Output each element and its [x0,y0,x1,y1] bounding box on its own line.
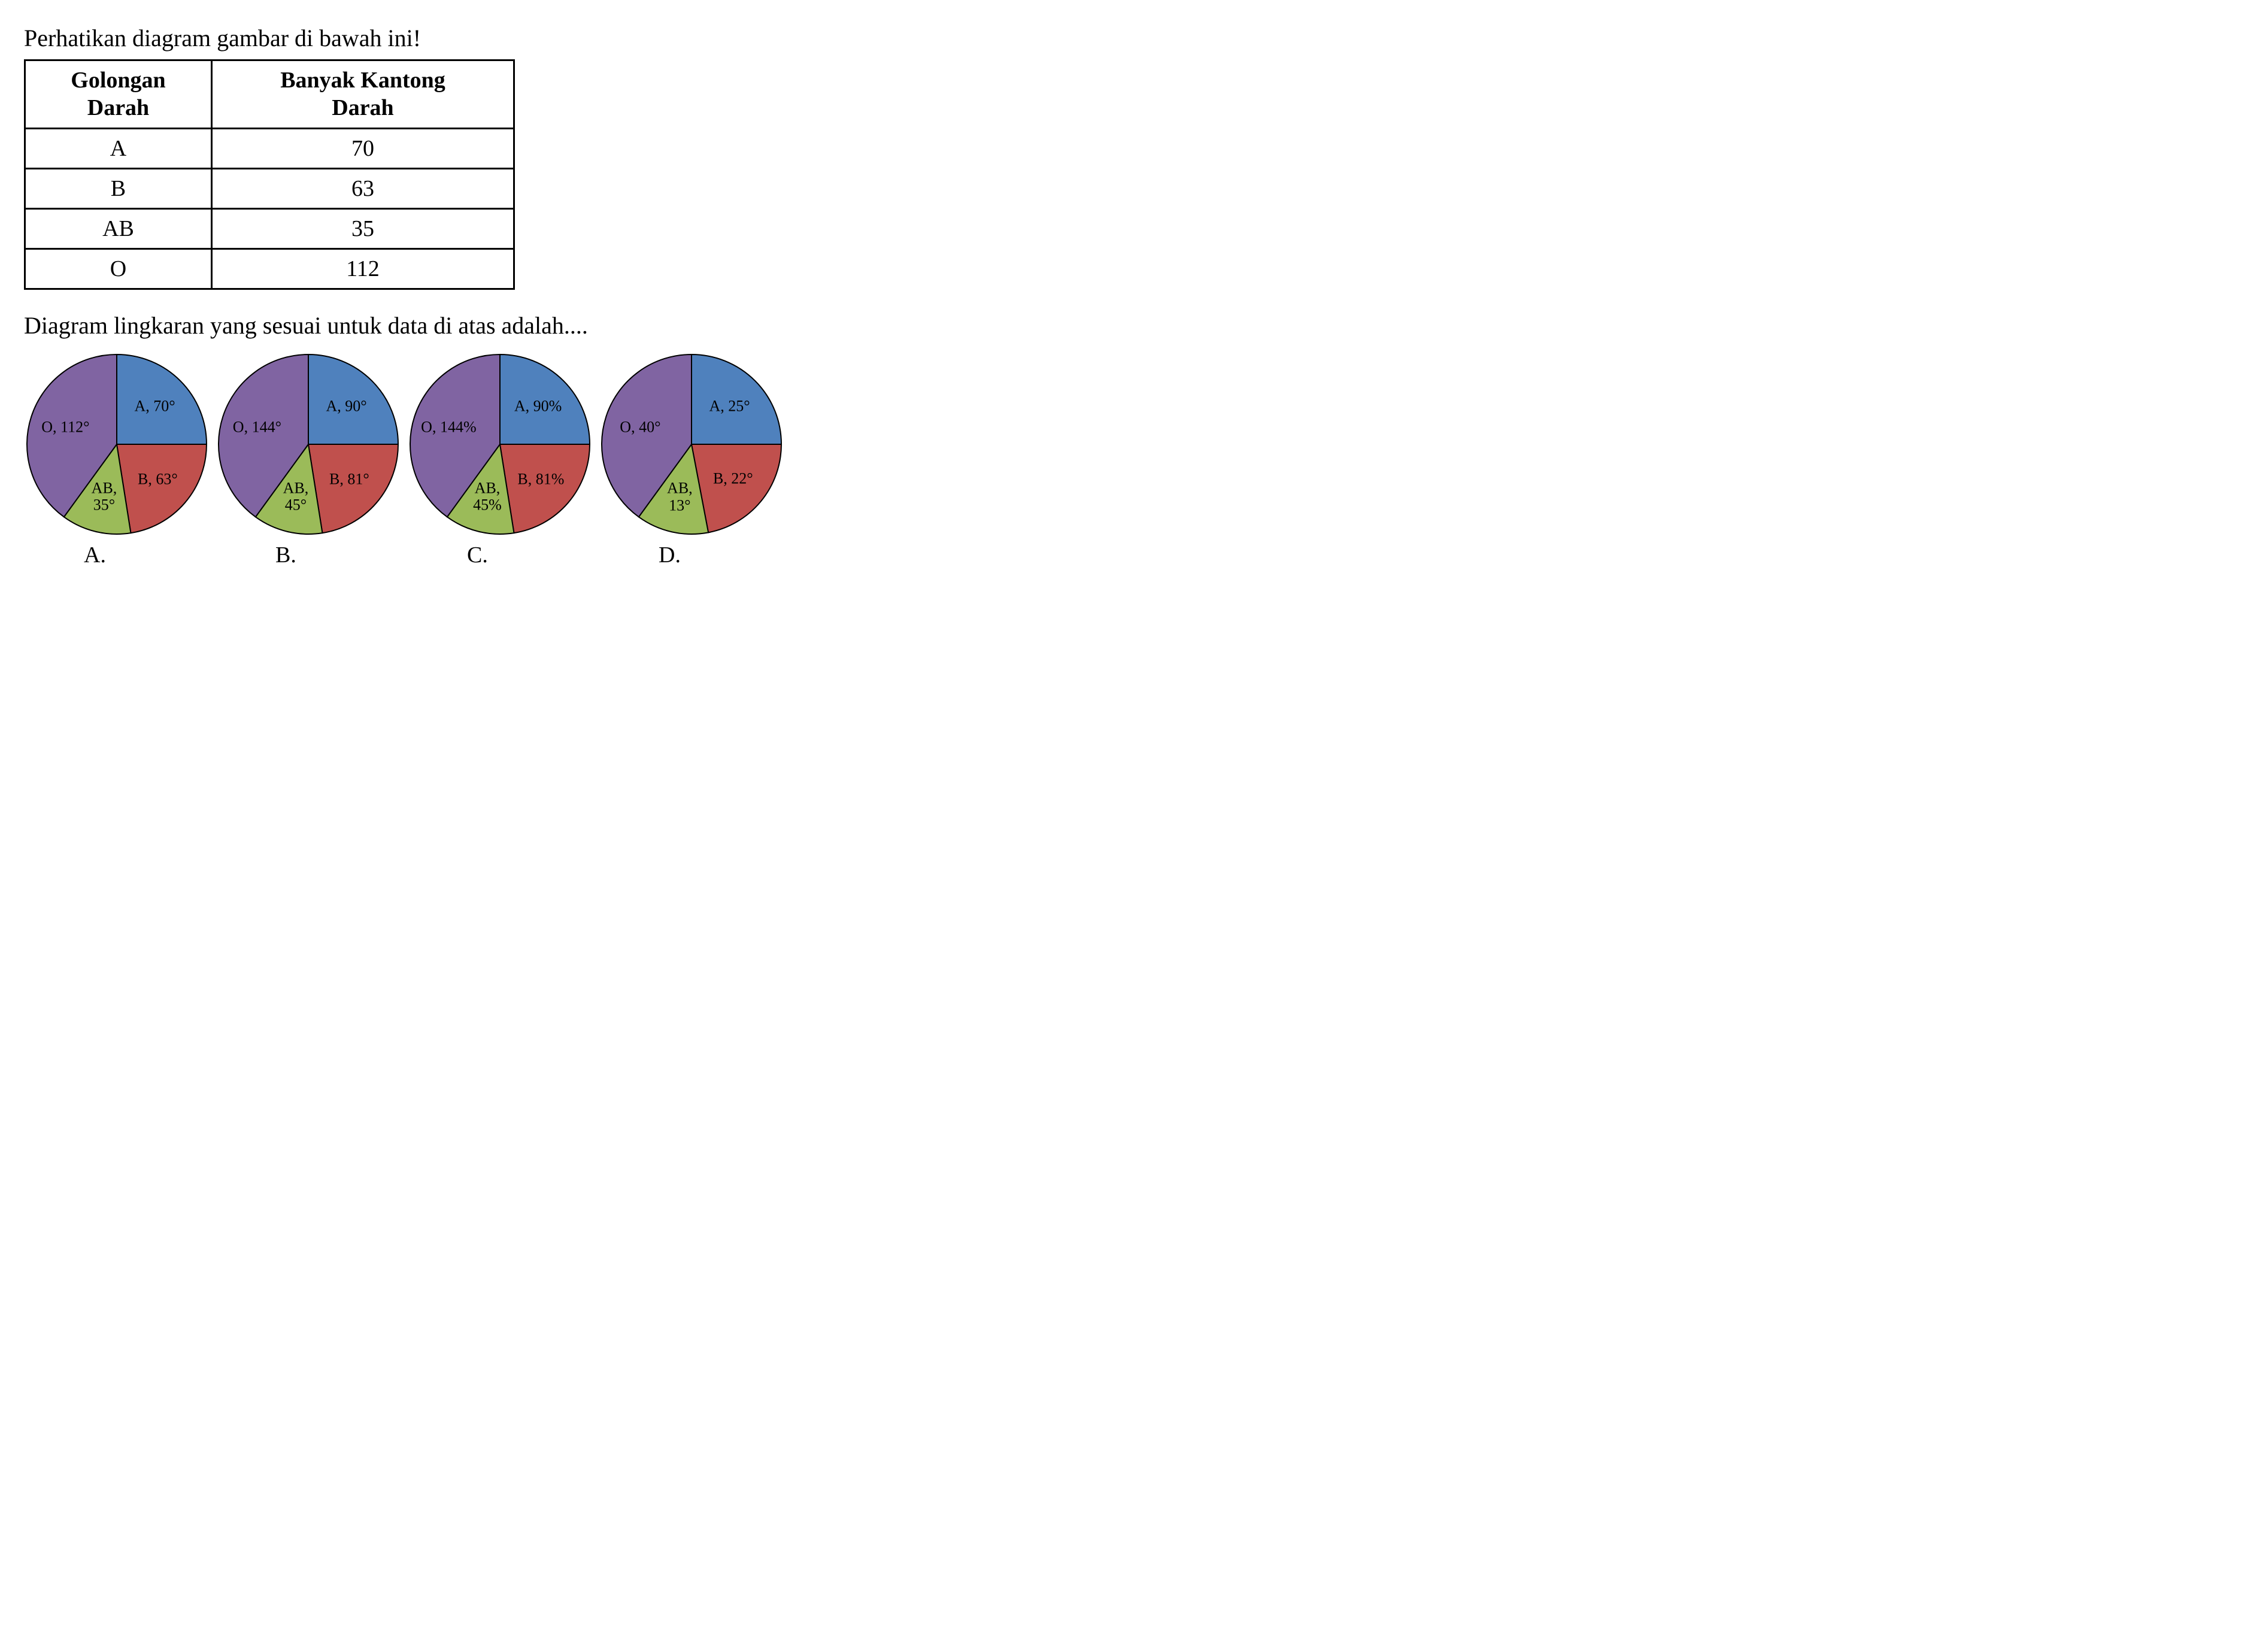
option-letter: B. [216,542,401,568]
option-letter: D. [599,542,784,568]
answer-option[interactable]: A, 25° B, 22° AB, 13° O, 40° D. [599,351,784,568]
col-header-golongan: Golongan Darah [25,60,212,129]
pie-slice-label-ab: AB, 45° [283,480,309,514]
pie-slice-label-a: A, 90% [514,398,562,415]
cell-banyak: 112 [211,249,514,289]
cell-banyak: 35 [211,209,514,249]
pie-chart: A, 90% B, 81% AB, 45% O, 144% [407,351,593,537]
pie-slice-label-ab: AB, 35° [92,480,117,514]
table-row: AB 35 [25,209,514,249]
instruction-text: Perhatikan diagram gambar di bawah ini! [24,24,2223,52]
pie-slice-b [117,444,207,533]
table-header-row: Golongan Darah Banyak Kantong Darah [25,60,514,129]
table-row: O 112 [25,249,514,289]
cell-banyak: 70 [211,129,514,169]
option-letter: C. [407,542,593,568]
table-row: A 70 [25,129,514,169]
pie-slice-label-ab: AB, 13° [667,480,693,514]
pie-slice-label-a: A, 70° [135,398,175,415]
cell-golongan: B [25,169,212,209]
pie-slice-label-a: A, 25° [709,398,750,415]
answer-option[interactable]: A, 90% B, 81% AB, 45% O, 144% C. [407,351,593,568]
pie-slice-label-a: A, 90° [326,398,367,415]
pie-slice-label-o: O, 144° [233,419,281,437]
pie-slice-label-b: B, 63° [138,471,178,488]
cell-golongan: O [25,249,212,289]
blood-type-table: Golongan Darah Banyak Kantong Darah A 70… [24,59,515,290]
pie-slice-label-b: B, 22° [713,470,753,487]
cell-banyak: 63 [211,169,514,209]
pie-slice-label-b: B, 81° [329,471,369,488]
pie-slice-label-b: B, 81% [517,471,564,488]
pie-slice-label-ab: AB, 45% [473,480,502,514]
cell-golongan: A [25,129,212,169]
pie-slice-label-o: O, 112° [41,419,89,437]
pie-chart: A, 25° B, 22° AB, 13° O, 40° [599,351,784,537]
answer-option[interactable]: A, 70° B, 63° AB, 35° O, 112° A. [24,351,210,568]
pie-slice-b [308,444,398,533]
question-text: Diagram lingkaran yang sesuai untuk data… [24,311,2223,340]
col-header-banyak: Banyak Kantong Darah [211,60,514,129]
table-row: B 63 [25,169,514,209]
pie-slice-label-o: O, 40° [620,419,660,437]
option-letter: A. [24,542,210,568]
pie-chart: A, 90° B, 81° AB, 45° O, 144° [216,351,401,537]
pie-slice-b [500,444,590,533]
pie-slice-label-o: O, 144% [421,419,476,437]
answer-option[interactable]: A, 90° B, 81° AB, 45° O, 144° B. [216,351,401,568]
pie-chart: A, 70° B, 63° AB, 35° O, 112° [24,351,210,537]
cell-golongan: AB [25,209,212,249]
